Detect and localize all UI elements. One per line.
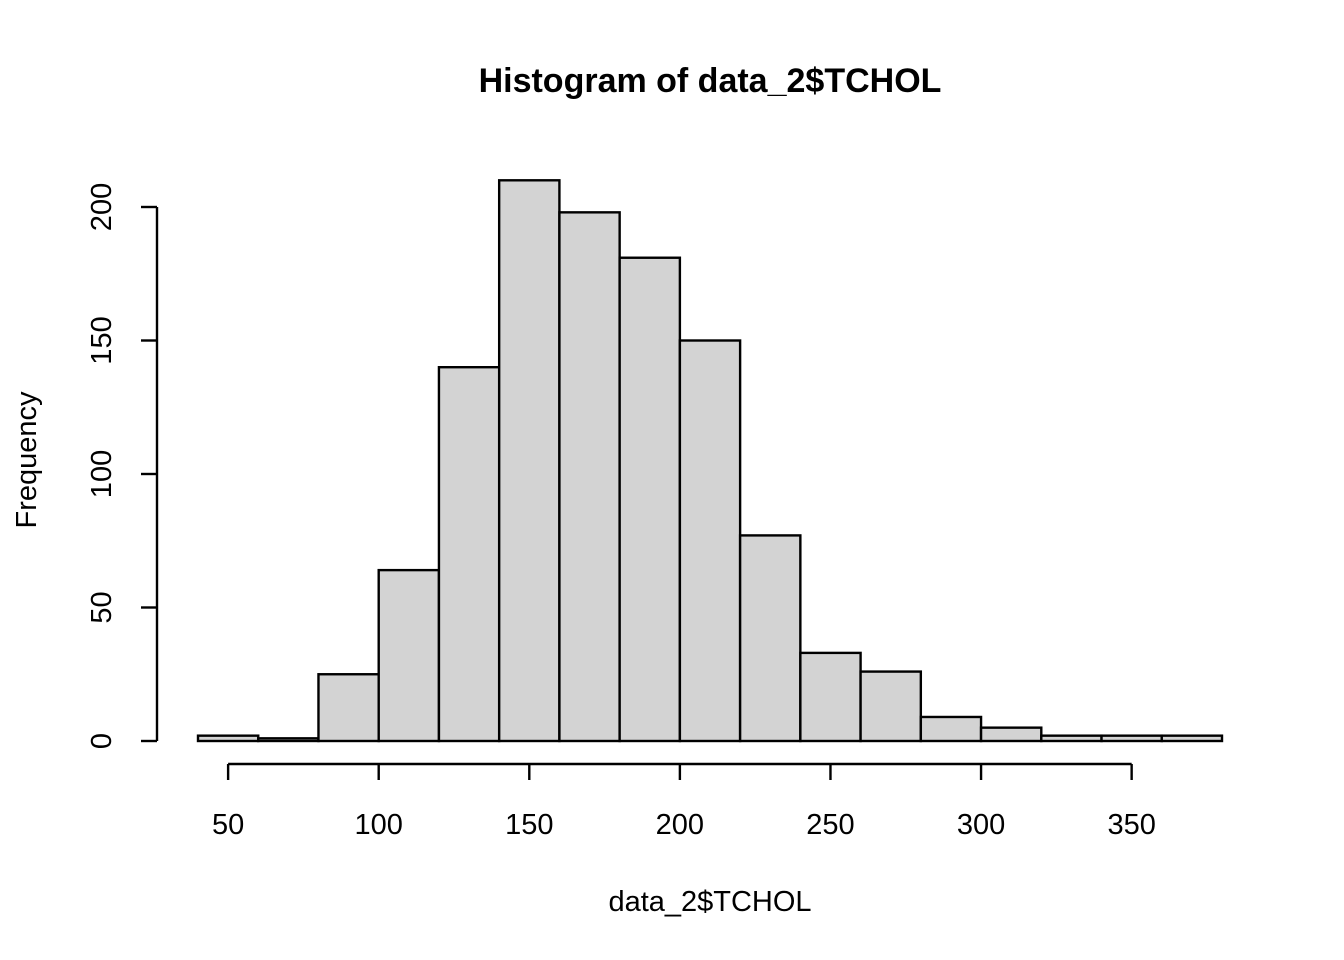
- histogram-bar: [1040, 734, 1103, 743]
- histogram-bar: [257, 737, 320, 743]
- x-tick-label: 250: [806, 809, 854, 841]
- y-tick-label: 0: [86, 733, 118, 749]
- histogram-bar: [919, 715, 983, 743]
- y-axis: 0 50 100 150 200: [86, 183, 159, 749]
- histogram-bar: [497, 179, 561, 743]
- histogram-bar: [1100, 734, 1163, 743]
- histogram-bar: [317, 673, 380, 743]
- chart-title: Histogram of data_2$TCHOL: [479, 62, 942, 100]
- histogram-bar: [979, 726, 1043, 743]
- y-tick-label: 150: [86, 316, 118, 364]
- histogram-bar: [377, 568, 441, 743]
- histogram-bar: [678, 339, 742, 743]
- histogram-bar: [437, 366, 501, 743]
- histogram-bar: [196, 734, 260, 743]
- x-tick-label: 100: [355, 809, 403, 841]
- histogram-bar: [618, 256, 682, 743]
- x-tick-label: 350: [1107, 809, 1155, 841]
- x-axis: 50 100 150 200 250 300 350: [212, 762, 1156, 841]
- y-tick-label: 200: [86, 183, 118, 231]
- y-axis-label: Frequency: [11, 391, 43, 529]
- histogram-bar: [799, 651, 862, 743]
- histogram-bar: [738, 534, 802, 743]
- x-tick-label: 300: [957, 809, 1005, 841]
- x-axis-label: data_2$TCHOL: [608, 886, 811, 918]
- bars-group: [196, 179, 1224, 743]
- histogram-bar: [1160, 734, 1224, 743]
- histogram-bar: [558, 211, 621, 743]
- x-tick-label: 200: [656, 809, 704, 841]
- x-tick-label: 150: [505, 809, 553, 841]
- x-tick-label: 50: [212, 809, 244, 841]
- y-tick-label: 50: [86, 591, 118, 623]
- histogram-bar: [859, 670, 923, 743]
- y-tick-label: 100: [86, 450, 118, 498]
